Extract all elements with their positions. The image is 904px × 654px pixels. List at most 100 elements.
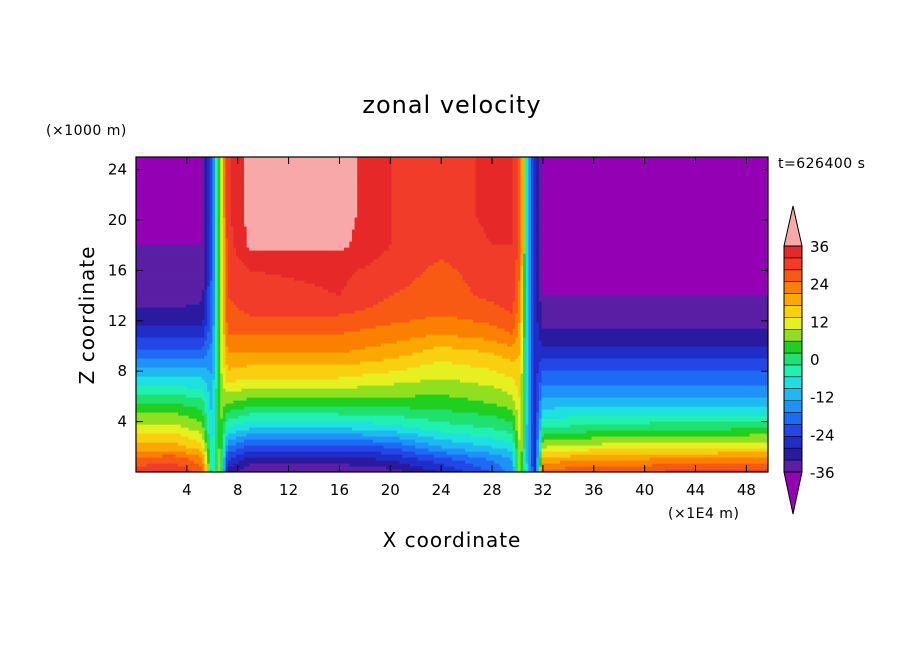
- contour-cell: [536, 313, 543, 317]
- contour-cell: [536, 256, 540, 260]
- contour-cell: [222, 448, 227, 452]
- contour-cell: [217, 157, 221, 161]
- contour-cell: [523, 412, 527, 416]
- contour-cell: [225, 226, 235, 230]
- contour-cell: [222, 463, 227, 467]
- contour-cell: [512, 175, 519, 179]
- contour-cell: [536, 160, 540, 164]
- contour-cell: [457, 334, 519, 338]
- contour-cell: [207, 430, 211, 434]
- contour-cell: [528, 298, 532, 302]
- contour-cell: [531, 364, 535, 368]
- contour-cell: [225, 214, 232, 218]
- contour-cell: [541, 190, 768, 194]
- contour-cell: [525, 310, 529, 314]
- contour-cell: [512, 241, 519, 245]
- contour-cell: [473, 442, 514, 446]
- contour-cell: [517, 460, 522, 464]
- contour-cell: [523, 364, 527, 368]
- contour-cell: [523, 409, 527, 413]
- contour-cell: [401, 442, 429, 446]
- contour-cell: [243, 223, 356, 227]
- contour-cell: [230, 190, 245, 194]
- contour-cell: [230, 166, 245, 170]
- contour-cell: [136, 412, 179, 416]
- contour-cell: [204, 193, 208, 197]
- contour-cell: [228, 325, 377, 329]
- contour-cell: [136, 295, 203, 299]
- contour-cell: [215, 184, 219, 188]
- contour-cell: [517, 436, 522, 440]
- contour-cell: [249, 313, 340, 317]
- contour-cell: [136, 214, 203, 218]
- contour-cell: [136, 193, 203, 197]
- contour-cell: [538, 322, 543, 326]
- contour-cell: [222, 454, 227, 458]
- contour-cell: [207, 208, 211, 212]
- contour-cell: [507, 430, 516, 434]
- contour-cell: [162, 454, 177, 458]
- contour-cell: [209, 265, 213, 269]
- contour-cell: [175, 454, 200, 458]
- contour-cell: [136, 460, 195, 464]
- contour-cell: [536, 289, 540, 293]
- contour-cell: [212, 319, 216, 323]
- contour-cell: [515, 379, 522, 383]
- contour-cell: [220, 364, 224, 368]
- contour-cell: [207, 457, 211, 461]
- contour-cell: [209, 418, 216, 422]
- contour-cell: [533, 214, 537, 218]
- contour-cell: [515, 451, 519, 455]
- contour-cell: [136, 307, 206, 311]
- contour-cell: [217, 367, 221, 371]
- contour-cell: [533, 316, 537, 320]
- contour-cell: [136, 208, 203, 212]
- contour-cell: [217, 235, 221, 239]
- contour-cell: [228, 454, 237, 458]
- contour-cell: [204, 262, 208, 266]
- contour-cell: [515, 427, 519, 431]
- contour-cell: [212, 259, 216, 263]
- contour-cell: [531, 214, 535, 218]
- contour-cell: [207, 334, 213, 338]
- contour-cell: [225, 289, 229, 293]
- contour-cell: [136, 430, 200, 434]
- contour-cell: [525, 163, 529, 167]
- contour-cell: [222, 346, 227, 350]
- contour-cell: [536, 412, 540, 416]
- contour-cell: [215, 157, 219, 161]
- contour-cell: [136, 229, 203, 233]
- contour-cell: [212, 292, 216, 296]
- contour-cell: [225, 448, 229, 452]
- contour-cell: [209, 298, 213, 302]
- contour-cell: [357, 172, 393, 176]
- contour-cell: [531, 301, 535, 305]
- contour-cell: [375, 457, 419, 461]
- contour-cell: [209, 289, 213, 293]
- contour-cell: [328, 289, 342, 293]
- contour-cell: [222, 250, 227, 254]
- contour-cell: [212, 379, 216, 383]
- contour-cell: [217, 280, 221, 284]
- contour-cell: [533, 433, 537, 437]
- contour-cell: [533, 256, 537, 260]
- contour-cell: [536, 181, 540, 185]
- contour-cell: [220, 202, 224, 206]
- contour-cell: [531, 313, 535, 317]
- contour-cell: [217, 196, 221, 200]
- contour-cell: [136, 343, 206, 347]
- contour-cell: [541, 274, 768, 278]
- contour-cell: [217, 274, 221, 278]
- contour-cell: [517, 214, 522, 218]
- contour-cell: [538, 448, 543, 452]
- contour-cell: [204, 208, 208, 212]
- contour-cell: [222, 415, 227, 419]
- contour-cell: [338, 412, 479, 416]
- contour-cell: [225, 451, 229, 455]
- contour-cell: [201, 238, 206, 242]
- contour-cell: [520, 361, 524, 365]
- contour-cell: [536, 424, 540, 428]
- contour-cell: [470, 364, 522, 368]
- contour-cell: [217, 214, 221, 218]
- contour-cell: [528, 304, 532, 308]
